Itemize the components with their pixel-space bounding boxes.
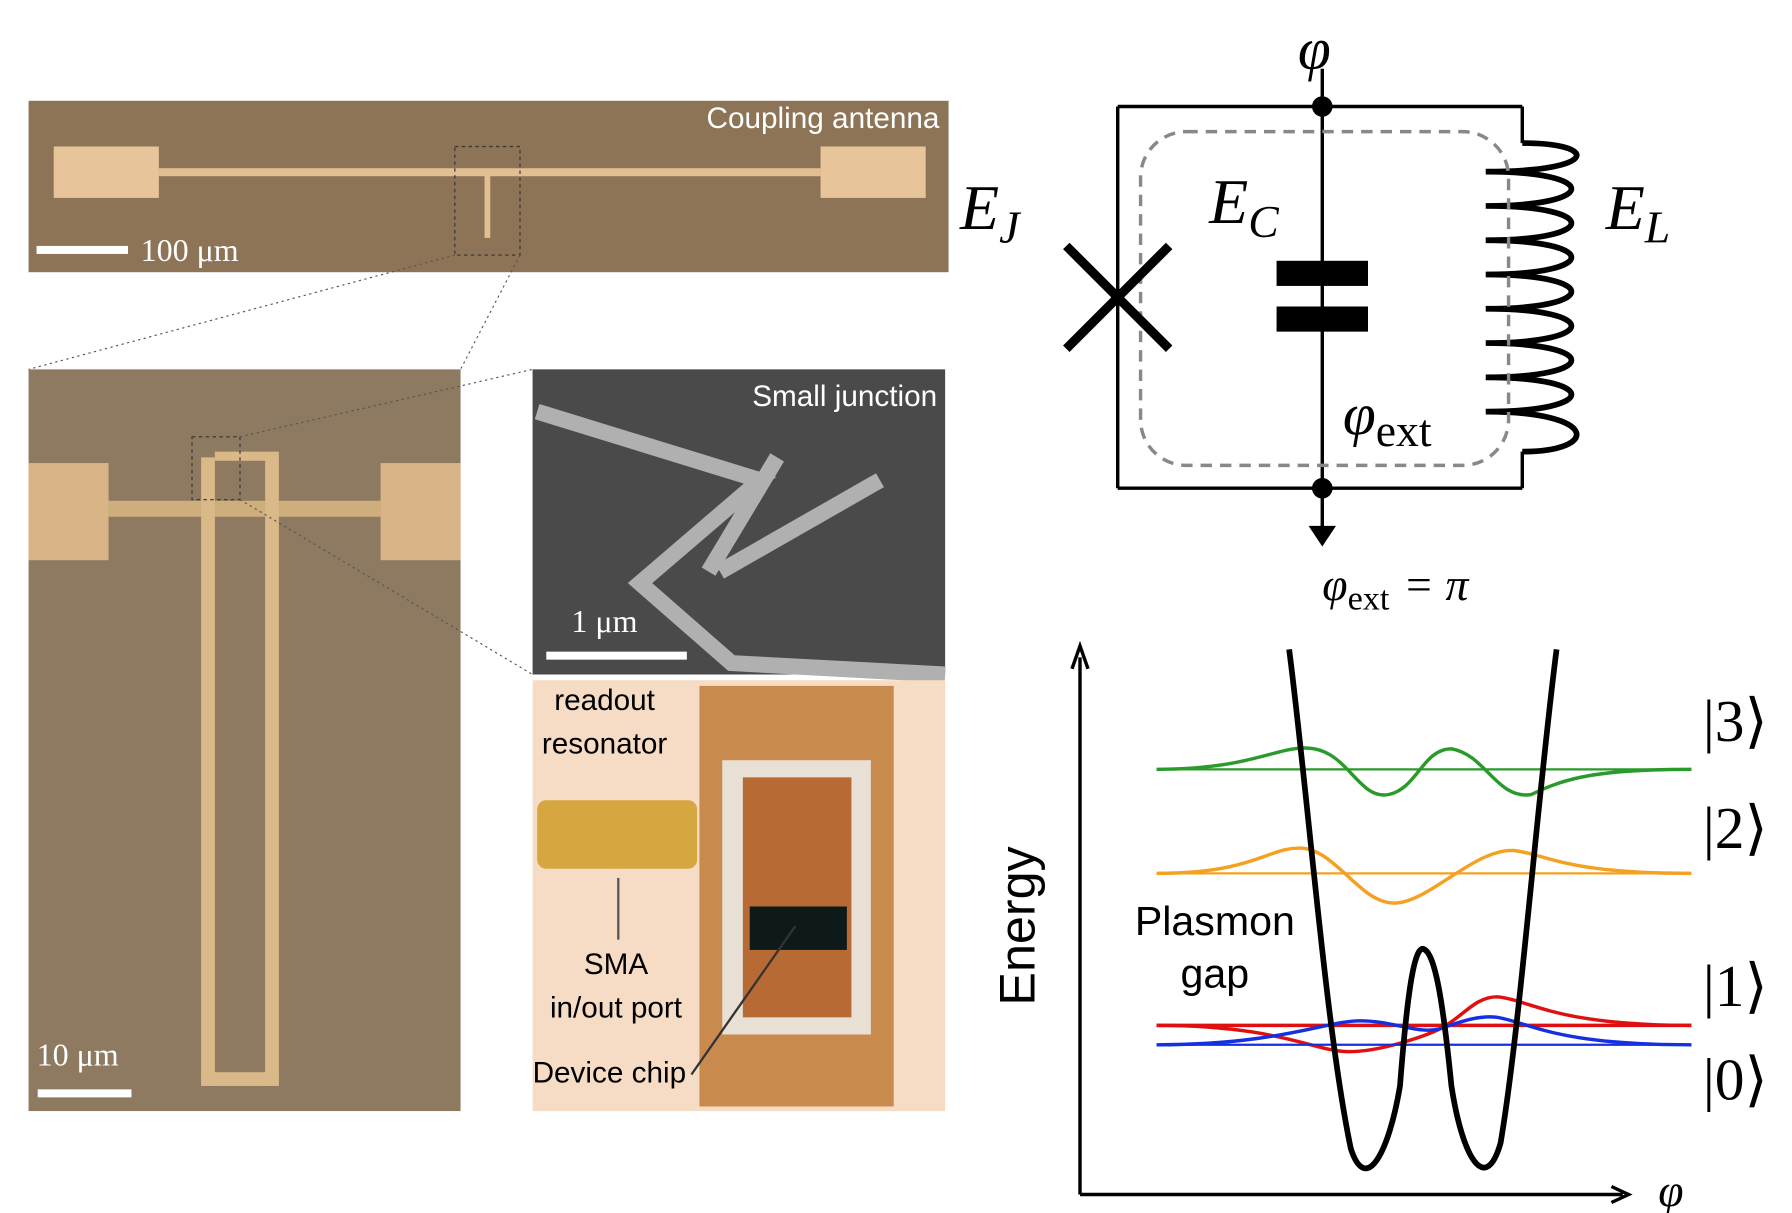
scale-bar [546,652,687,660]
wavefunction [1157,848,1692,903]
node [1312,96,1333,117]
axis-label: Energy [988,845,1045,1005]
node-label: φ [1298,16,1331,82]
label: EJ [959,172,1022,253]
scale-bar [38,1089,132,1097]
pad [54,147,159,198]
label: EC [1208,166,1279,247]
cavity [743,777,852,1017]
loop [1141,132,1509,466]
inductor [1486,143,1577,452]
capacitor-plate [1277,307,1368,332]
lead [109,501,381,517]
label: EL [1605,172,1671,253]
scale-bar [37,246,128,254]
meander [215,452,279,461]
sma [537,800,697,869]
stub [485,172,491,238]
panel-title: Coupling antenna [707,102,940,135]
label: Device chip [533,1057,687,1090]
level-label: |3⟩ [1703,688,1768,754]
label: φext= π [1322,559,1469,617]
pad [381,463,461,560]
level-label: |0⟩ [1703,1047,1768,1113]
level-label: |2⟩ [1703,795,1768,861]
capacitor-plate [1277,261,1368,286]
level-label: |1⟩ [1703,953,1768,1019]
chip [750,907,847,950]
figure: Coupling antenna 100 μm 10 μm Small junc… [0,0,1792,1213]
scale-label: 10 μm [37,1036,119,1072]
potential [1289,649,1556,1168]
meander [201,457,215,1086]
node [1312,478,1333,499]
panel-title: Small junction [752,380,937,413]
axis-label: φ [1658,1165,1683,1213]
meander [265,457,279,1086]
meander [201,1072,279,1086]
circuit-wire [1118,107,1523,489]
pad [821,147,926,198]
label: φext [1343,382,1432,456]
wavefunction [1157,748,1692,795]
arrow [1309,526,1336,547]
pad [29,463,109,560]
scale-label: 1 μm [571,603,637,639]
scale-label: 100 μm [141,232,239,268]
